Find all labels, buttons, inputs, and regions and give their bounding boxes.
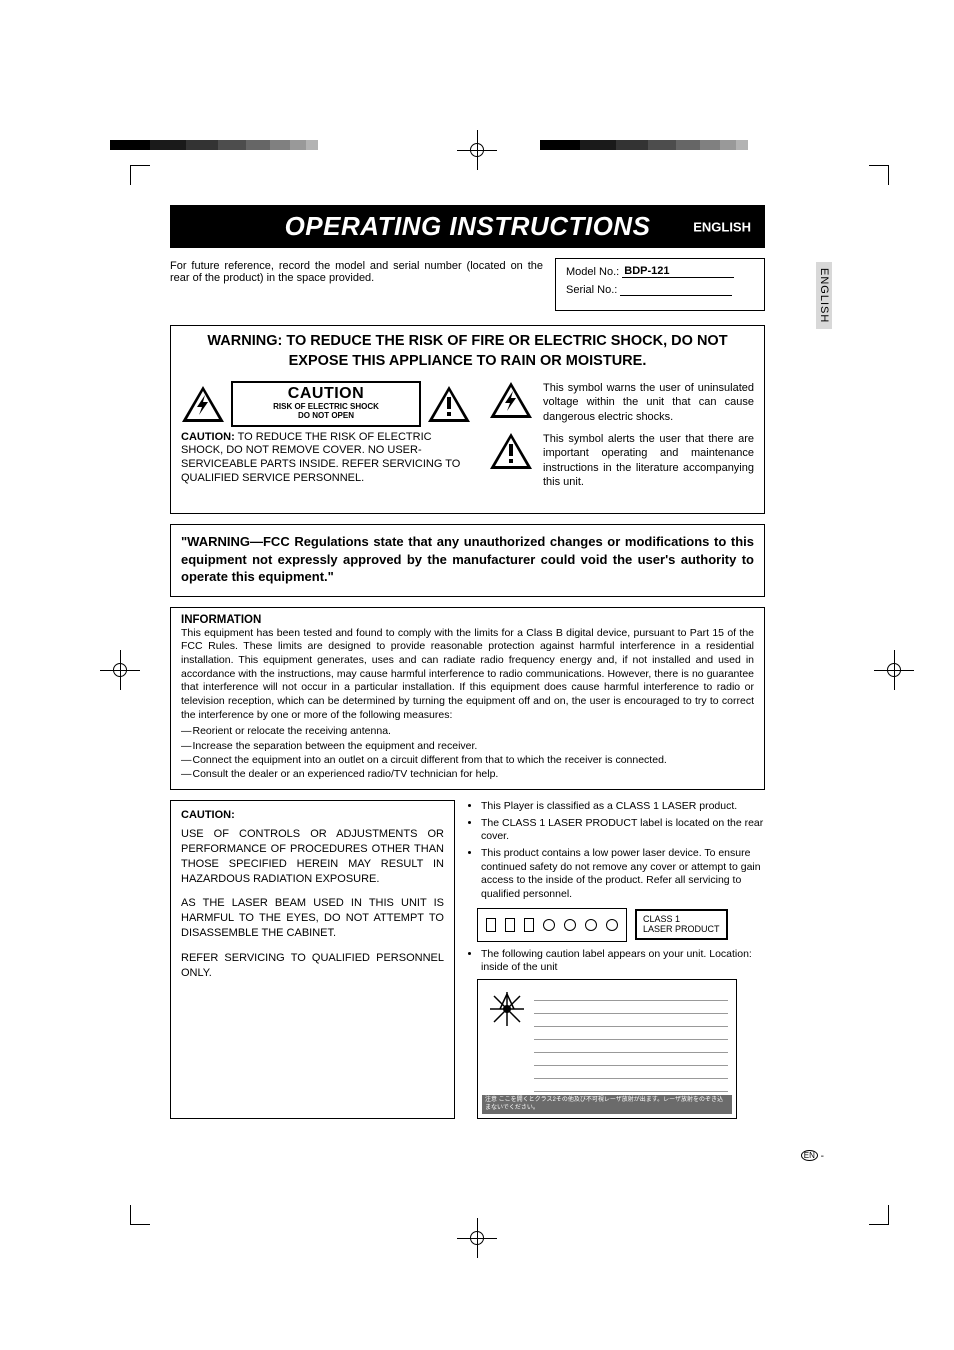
caution-label-bullet: The following caution label appears on y… [481, 948, 765, 975]
information-body: This equipment has been tested and found… [181, 627, 754, 722]
warning-box: WARNING: TO REDUCE THE RISK OF FIRE OR E… [170, 325, 765, 514]
page-footer: EN - [801, 1150, 824, 1162]
symbol-bolt-text: This symbol warns the user of uninsulate… [543, 381, 754, 424]
language-tab: ENGLISH [816, 262, 832, 329]
laser-caution-box: CAUTION: USE OF CONTROLS OR ADJUSTMENTS … [170, 800, 455, 1119]
serial-no-label: Serial No.: [566, 284, 617, 296]
fcc-warning-text: "WARNING—FCC Regulations state that any … [181, 531, 754, 588]
registration-mark-icon [457, 1218, 497, 1258]
title-language: ENGLISH [693, 219, 751, 234]
label-text-lines [534, 994, 728, 1098]
caution-heading: CAUTION: [181, 431, 235, 443]
class1-label-box: CLASS 1 LASER PRODUCT [635, 909, 728, 941]
laser-caution-p3: REFER SERVICING TO QUALIFIED PERSONNEL O… [181, 951, 444, 981]
caution-right-column: This symbol warns the user of uninsulate… [489, 381, 754, 497]
serial-no-value[interactable] [620, 295, 732, 296]
laser-caution-p1: USE OF CONTROLS OR ADJUSTMENTS OR PERFOR… [181, 827, 444, 886]
symbol-excl-text: This symbol alerts the user that there a… [543, 432, 754, 489]
lower-two-columns: CAUTION: USE OF CONTROLS OR ADJUSTMENTS … [170, 800, 765, 1119]
caution-big: CAUTION [241, 385, 411, 403]
registration-mark-icon [457, 130, 497, 170]
main-warning: WARNING: TO REDUCE THE RISK OF FIRE OR E… [181, 332, 754, 371]
measure-item: Connect the equipment into an outlet on … [181, 753, 754, 767]
page-dash: - [821, 1151, 824, 1162]
warning-text: TO REDUCE THE RISK OF FIRE OR ELECTRIC S… [286, 333, 727, 369]
laser-bullet: This product contains a low power laser … [481, 847, 765, 902]
exclamation-triangle-icon [489, 432, 533, 470]
japanese-note: 注意 ここを開くとクラス2その他及び不可視レーザ放射が出ます。レーザ放射をのぞき… [482, 1095, 732, 1113]
registration-mark-icon [100, 650, 140, 690]
page-title: OPERATING INSTRUCTIONS [285, 211, 651, 242]
laser-bullet: This Player is classified as a CLASS 1 L… [481, 800, 765, 814]
page-content: OPERATING INSTRUCTIONS ENGLISH For futur… [170, 205, 765, 1119]
laser-burst-icon [490, 992, 524, 1026]
laser-caution-heading: CAUTION: [181, 809, 444, 821]
page-lang-badge: EN [801, 1150, 818, 1161]
intro-text: For future reference, record the model a… [170, 258, 543, 311]
warning-label: WARNING: [207, 333, 282, 349]
model-no-value: BDP-121 [622, 265, 734, 278]
crop-corner-icon [130, 1205, 150, 1225]
lightning-triangle-icon [489, 381, 533, 419]
model-serial-box: Model No.: BDP-121 Serial No.: [555, 258, 765, 311]
laser-bullet: The CLASS 1 LASER PRODUCT label is locat… [481, 817, 765, 844]
registration-mark-icon [874, 650, 914, 690]
title-bar: OPERATING INSTRUCTIONS ENGLISH [170, 205, 765, 248]
internal-caution-label-diagram: 注意 ここを開くとクラス2その他及び不可視レーザ放射が出ます。レーザ放射をのぞき… [477, 979, 737, 1119]
caution-line2: DO NOT OPEN [241, 412, 411, 421]
caution-text: CAUTION: TO REDUCE THE RISK OF ELECTRIC … [181, 431, 471, 486]
lightning-triangle-icon [181, 385, 225, 423]
measure-item: Consult the dealer or an experienced rad… [181, 767, 754, 781]
crop-marks-top [0, 130, 954, 190]
measure-item: Increase the separation between the equi… [181, 739, 754, 753]
density-bars-left [110, 140, 318, 150]
caution-left-column: CAUTION RISK OF ELECTRIC SHOCK DO NOT OP… [181, 381, 471, 486]
information-heading: INFORMATION [181, 614, 754, 626]
laser-info-column: This Player is classified as a CLASS 1 L… [467, 800, 765, 1119]
crop-corner-icon [130, 165, 150, 185]
class1-line2: LASER PRODUCT [643, 925, 720, 935]
information-box: INFORMATION This equipment has been test… [170, 607, 765, 790]
caution-label-box: CAUTION RISK OF ELECTRIC SHOCK DO NOT OP… [231, 381, 421, 427]
crop-corner-icon [869, 1205, 889, 1225]
density-bars-right [540, 140, 748, 150]
measure-item: Reorient or relocate the receiving anten… [181, 724, 754, 738]
crop-marks-bottom [0, 1200, 954, 1260]
exclamation-triangle-icon [427, 385, 471, 423]
fcc-warning-box: "WARNING—FCC Regulations state that any … [170, 524, 765, 597]
crop-corner-icon [869, 165, 889, 185]
model-no-label: Model No.: [566, 266, 619, 278]
rear-panel-diagram [477, 908, 627, 942]
laser-caution-p2: AS THE LASER BEAM USED IN THIS UNIT IS H… [181, 896, 444, 941]
information-measures: Reorient or relocate the receiving anten… [181, 724, 754, 781]
